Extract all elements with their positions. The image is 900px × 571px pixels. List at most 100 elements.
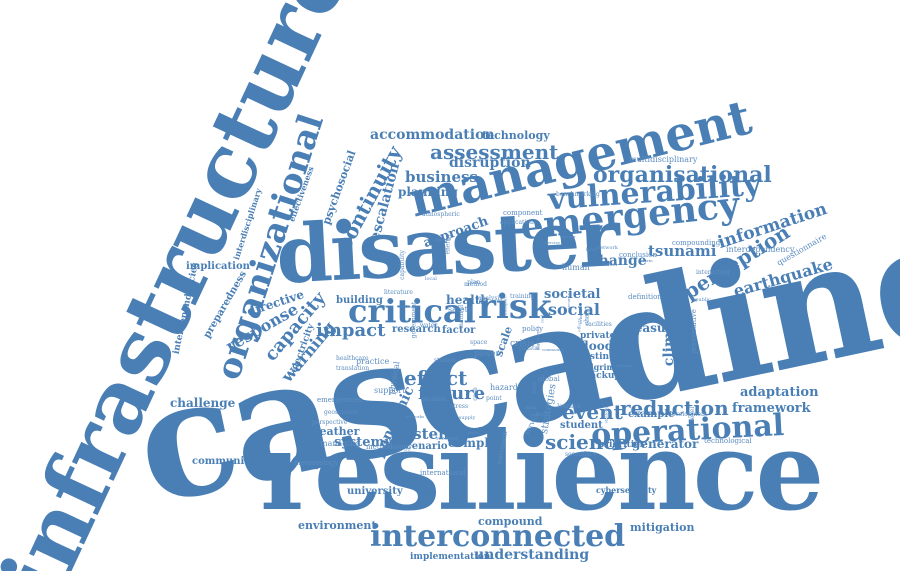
word-testing: testing	[580, 352, 616, 362]
word-chain: chain	[583, 309, 591, 326]
word-critical: critical	[348, 292, 476, 330]
word-assessment: assessment	[430, 140, 559, 164]
word-building: building	[336, 295, 383, 306]
word-coastal: coastal	[518, 344, 540, 352]
word-example: example	[628, 409, 675, 420]
word-benchmarking: benchmarking	[556, 191, 600, 198]
word-sector: sector	[562, 234, 576, 240]
word-heat: heat	[585, 247, 598, 254]
word-decision: decision	[421, 395, 447, 403]
word-training: training	[510, 293, 535, 300]
word-disruption: disruption	[449, 155, 531, 171]
word-stress: stress	[450, 403, 469, 410]
word-scenario: scenario	[400, 441, 448, 452]
word-power: power	[474, 349, 500, 358]
word-security: security	[565, 293, 571, 310]
word-adaptation: adaptation	[740, 385, 819, 400]
word-data: data	[524, 405, 536, 412]
word-health: health	[446, 293, 489, 307]
word-human: human	[562, 263, 590, 272]
word-policy: policy	[522, 325, 544, 333]
word-plan: plan	[467, 278, 481, 286]
word-emergencies: emergencies	[317, 396, 363, 404]
word-lessons: lessons	[435, 236, 451, 242]
word-volcanic: volcanic	[401, 303, 418, 309]
word-environment: environment	[298, 519, 377, 532]
word-science: science	[545, 430, 629, 454]
word-resilience: resilience	[260, 409, 824, 535]
word-methodology: methodology	[366, 443, 412, 451]
word-learned: learned	[557, 403, 581, 411]
word-definition: definition	[628, 293, 662, 301]
word-public: public	[695, 297, 711, 304]
word-failure: failure	[418, 383, 486, 404]
word-point: point	[486, 395, 502, 402]
word-reduction: reduction	[620, 396, 729, 420]
word-system: system	[396, 425, 454, 443]
word-complex: complex	[448, 436, 504, 450]
word-compound: compound	[478, 515, 543, 528]
word-international: international	[420, 469, 466, 477]
word-literature: literature	[384, 289, 413, 296]
word-water: water	[419, 322, 438, 330]
word-implication: implication	[186, 261, 250, 272]
word-managing: managing	[320, 439, 361, 448]
word-analysis: analysis	[478, 295, 503, 302]
word-secondary: secondary	[565, 451, 597, 458]
word-systemic: systemic	[334, 435, 398, 450]
word-studies: studies	[434, 357, 456, 364]
word-organisational: organisational	[593, 162, 772, 188]
word-priorities: priorities	[598, 440, 645, 450]
word-business: business	[405, 168, 478, 186]
word-hazard: hazard	[490, 383, 518, 392]
word-meteorology: meteorology	[294, 459, 339, 467]
word-interacting: interacting	[696, 269, 730, 276]
word-capability: capability	[398, 250, 406, 281]
word-compounding: compounding	[672, 239, 721, 247]
word-crisis: crisis	[510, 339, 535, 349]
word-understanding: understanding	[474, 547, 590, 563]
word-strategy: strategy	[603, 406, 609, 423]
word-tsunami: tsunami	[648, 242, 717, 260]
word-component: component	[503, 209, 543, 217]
word-flood: flood	[580, 339, 614, 353]
word-network: network	[596, 245, 618, 252]
word-conclusion: conclusion	[619, 251, 657, 259]
word-impact: impact	[316, 320, 386, 341]
word-social: social	[548, 300, 600, 319]
word-development: development	[668, 411, 708, 418]
word-support: support	[374, 386, 406, 395]
word-risk: risk	[478, 287, 552, 327]
word-weather: weather	[310, 425, 360, 438]
word-effect: effect	[404, 366, 468, 390]
word-pilgrim: pilgrim	[582, 362, 615, 372]
word-translation: translation	[336, 365, 370, 372]
word-student: student	[560, 420, 603, 431]
word-healthcare: healthcare	[336, 355, 369, 362]
word-generator: generator	[632, 437, 699, 451]
word-multidisciplinary: multidisciplinary	[629, 155, 698, 164]
word-method: method	[464, 281, 487, 288]
word-accommodation: accommodation	[370, 127, 495, 143]
word-private: private	[580, 331, 616, 341]
word-community: community	[541, 346, 565, 352]
word-supply: supply	[458, 414, 476, 421]
word-technological: technological	[704, 437, 752, 445]
word-model: model	[601, 262, 618, 269]
word-research: research	[392, 324, 441, 335]
word-transport: transport	[502, 295, 508, 316]
word-level: level	[689, 406, 697, 421]
word-practice: practice	[356, 357, 390, 366]
word-societal: societal	[544, 287, 601, 302]
word-implementation: implementation	[410, 552, 491, 562]
word-challenge: challenge	[170, 396, 236, 410]
word-systems: systems	[616, 363, 633, 369]
word-facilities: facilities	[586, 321, 612, 328]
word-exercise: exercise	[543, 239, 560, 245]
word-communication: communication	[192, 456, 280, 467]
word-cybersecurity: cybersecurity	[596, 485, 657, 495]
word-climate: climate	[661, 307, 678, 367]
word-space: space	[470, 339, 488, 346]
word-safety: safety	[448, 305, 473, 314]
